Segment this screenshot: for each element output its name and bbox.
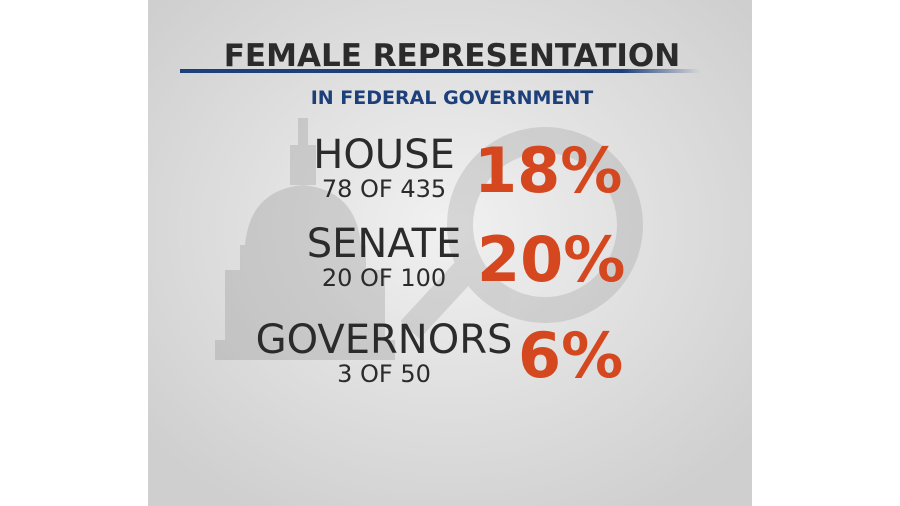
title: FEMALE REPRESENTATION bbox=[224, 38, 680, 74]
row-label: HOUSE bbox=[313, 132, 455, 178]
row-percent: 20% bbox=[477, 223, 625, 296]
panel-background bbox=[148, 0, 752, 506]
female-symbol bbox=[400, 127, 643, 339]
row-label: GOVERNORS bbox=[256, 317, 513, 363]
row-label: SENATE bbox=[307, 221, 462, 267]
row-detail: 20 OF 100 bbox=[322, 264, 446, 292]
row-detail: 78 OF 435 bbox=[322, 175, 446, 203]
subtitle: IN FEDERAL GOVERNMENT bbox=[311, 87, 594, 109]
capitol-dome bbox=[215, 118, 395, 360]
row-detail: 3 OF 50 bbox=[337, 360, 431, 388]
row-percent: 18% bbox=[474, 134, 622, 207]
row-percent: 6% bbox=[518, 319, 623, 392]
title-rule bbox=[180, 69, 700, 73]
